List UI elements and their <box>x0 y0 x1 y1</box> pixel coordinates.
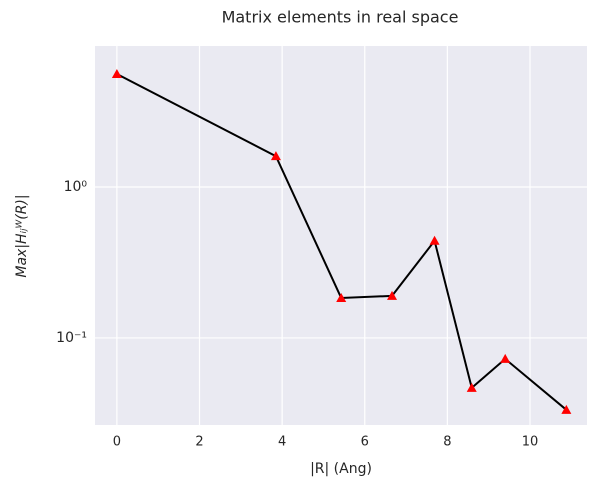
y-tick-label: 10⁻¹ <box>56 330 87 346</box>
marker <box>466 382 477 392</box>
marker <box>429 235 440 245</box>
x-tick-label: 0 <box>113 435 121 450</box>
x-tick-label: 10 <box>522 435 539 450</box>
y-tick-label: 10⁰ <box>64 179 88 195</box>
x-tick-label: 6 <box>361 435 369 450</box>
x-axis-label: |R| (Ang) <box>310 461 372 477</box>
plot-area <box>95 46 587 425</box>
marker <box>387 290 398 300</box>
marker <box>561 404 572 414</box>
marker <box>500 353 511 363</box>
marker <box>270 151 281 161</box>
data-line <box>116 73 567 411</box>
marker <box>111 69 122 79</box>
x-tick-label: 2 <box>195 435 203 450</box>
x-tick-label: 8 <box>443 435 451 450</box>
marker <box>336 292 347 302</box>
x-tick-label: 4 <box>278 435 286 450</box>
chart-title: Matrix elements in real space <box>222 8 459 27</box>
y-axis-label: Max|Hᵢⱼᵂ(R)| <box>14 194 30 277</box>
